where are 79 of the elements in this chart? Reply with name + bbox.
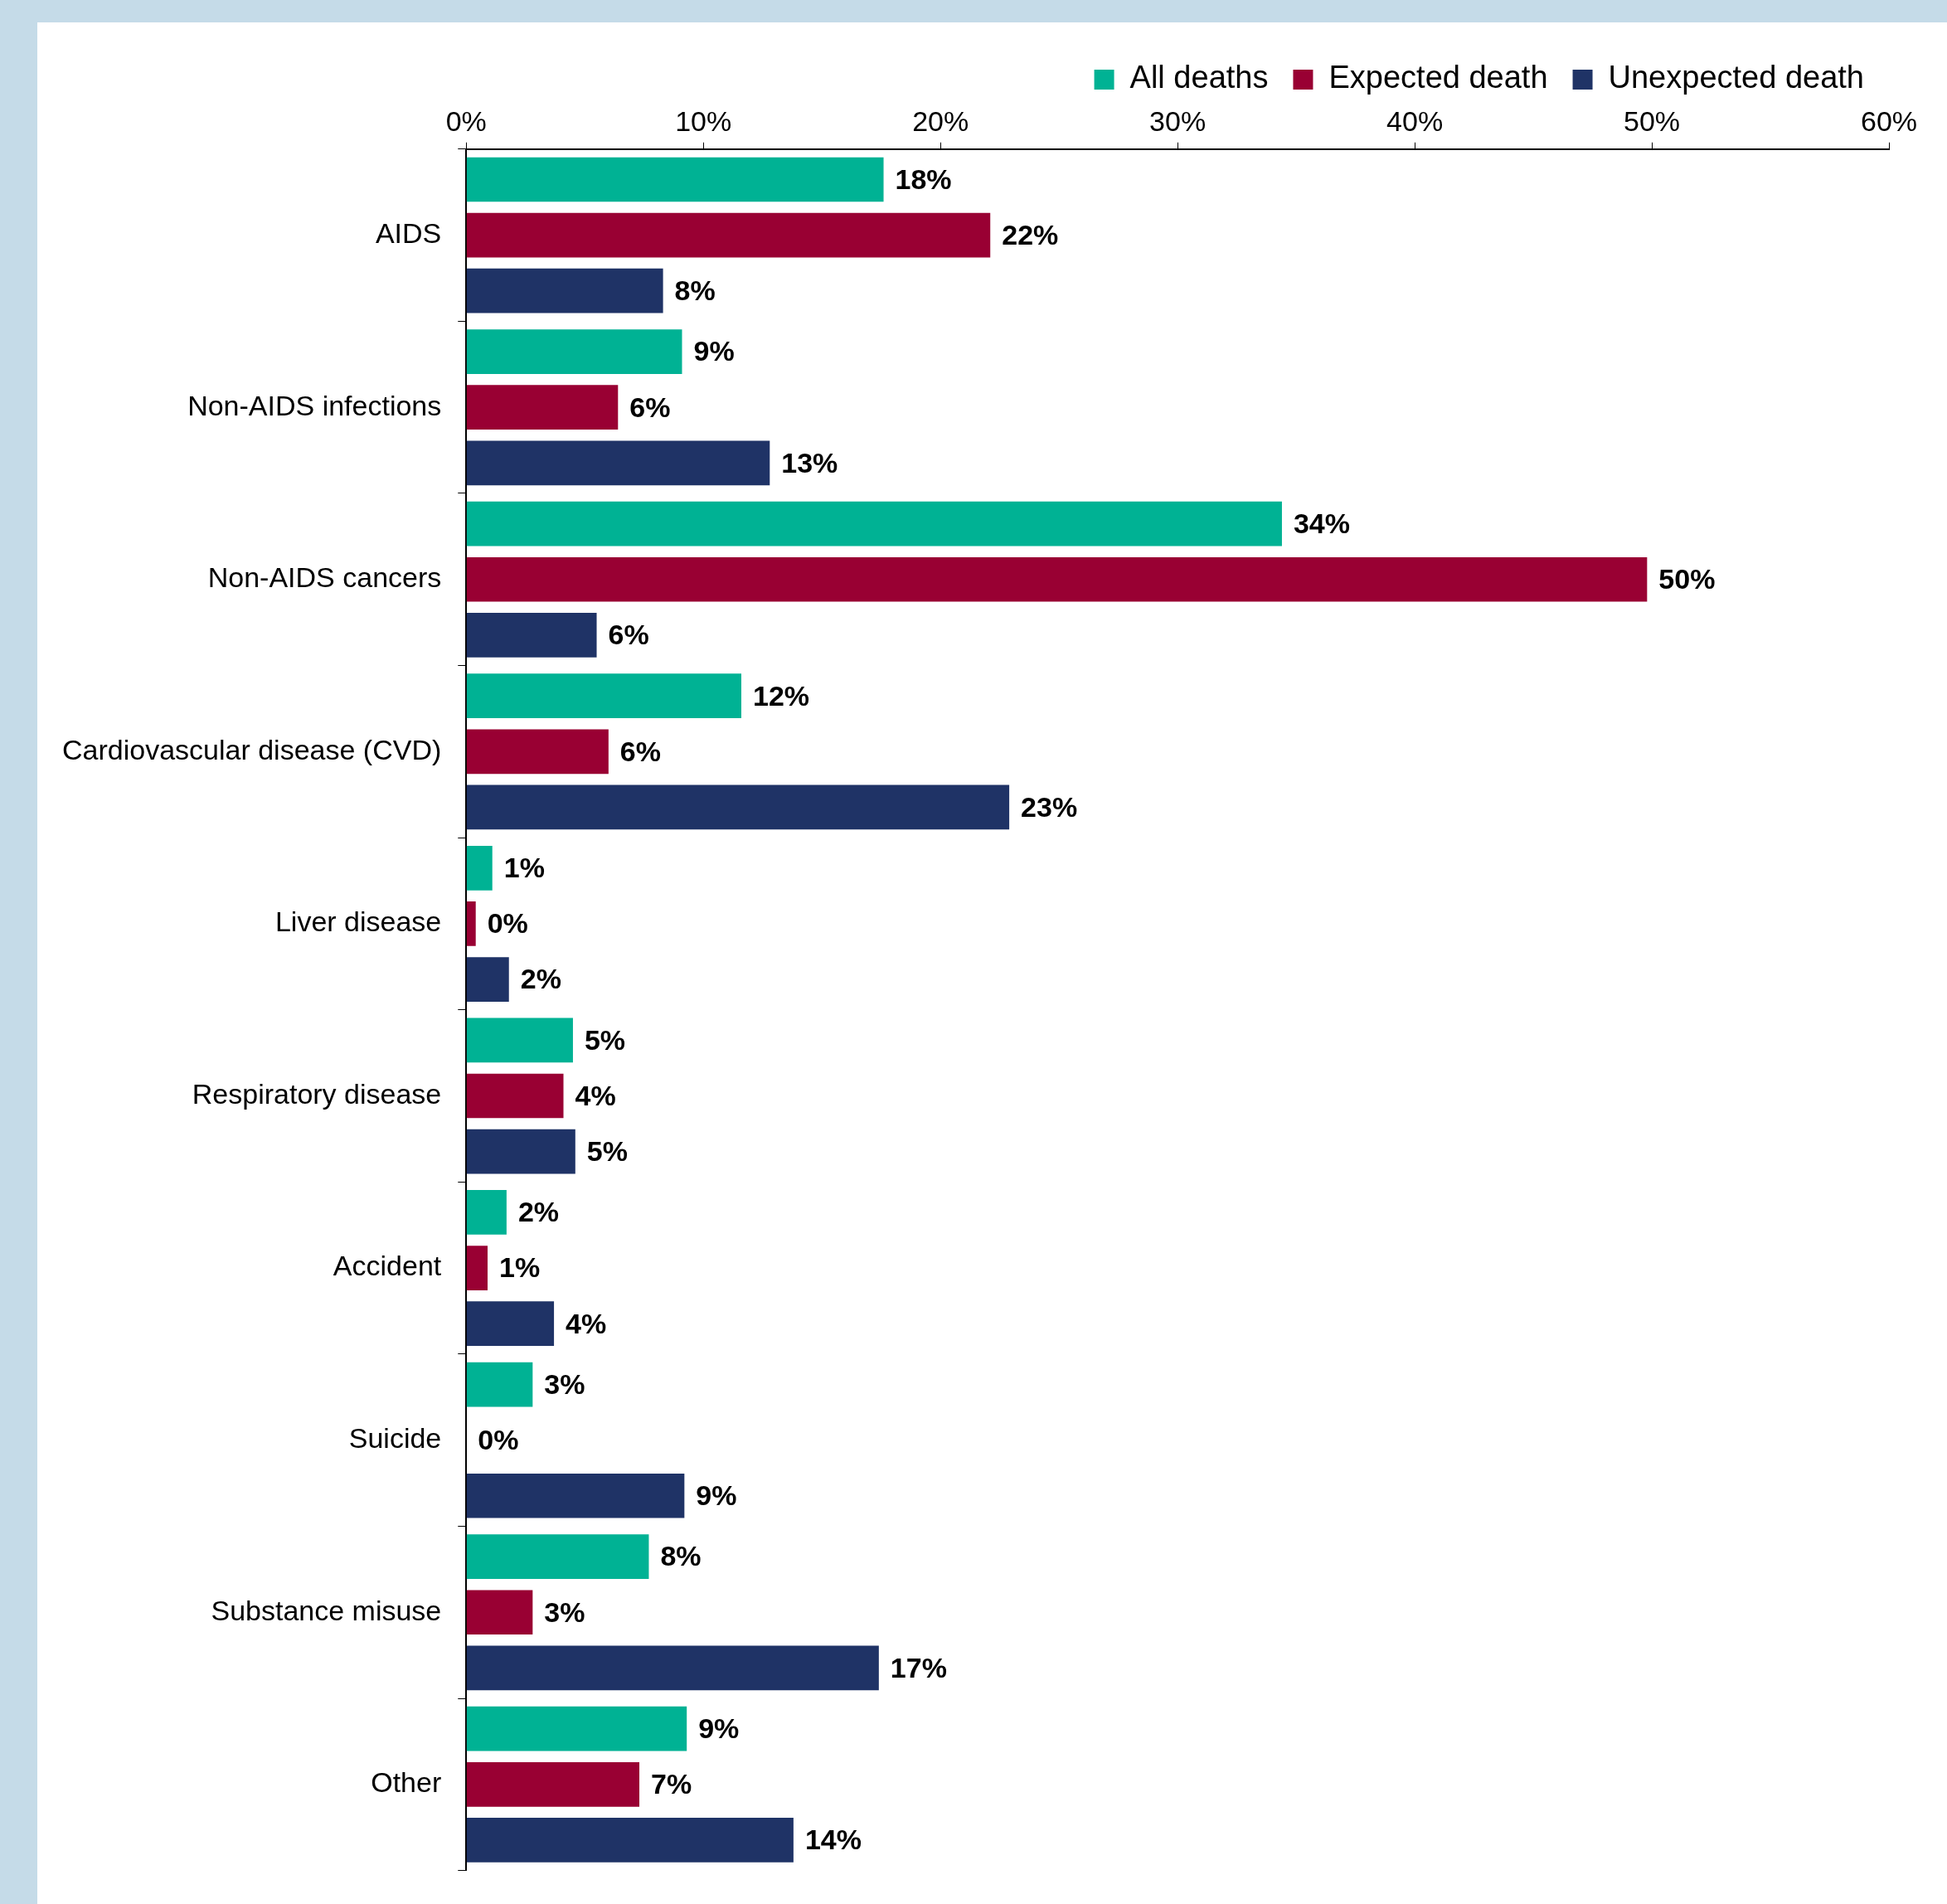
- bar: [466, 1761, 640, 1807]
- bar: [466, 1018, 573, 1063]
- bar: [466, 501, 1282, 546]
- bar: [466, 1073, 564, 1119]
- data-label: 3%: [544, 1596, 585, 1628]
- data-label: 1%: [503, 852, 545, 884]
- bar: [466, 845, 493, 891]
- x-tick-label: 10%: [675, 104, 732, 137]
- data-label: 18%: [895, 163, 952, 195]
- y-tick-label: Other: [371, 1766, 442, 1799]
- bar: [466, 1362, 533, 1407]
- data-label: 17%: [890, 1651, 947, 1683]
- bar: [466, 1129, 575, 1174]
- legend-label: All deaths: [1129, 60, 1269, 95]
- data-label: 6%: [608, 619, 649, 651]
- bar: [466, 385, 619, 430]
- data-label: 8%: [660, 1540, 702, 1572]
- legend-label: Expected death: [1328, 60, 1548, 95]
- bar: [466, 901, 476, 946]
- data-label: 14%: [804, 1824, 862, 1856]
- bar: [466, 268, 663, 313]
- x-tick-label: 50%: [1624, 104, 1681, 137]
- bar: [466, 784, 1010, 830]
- x-tick-label: 60%: [1860, 104, 1918, 137]
- legend-label: Unexpected death: [1608, 60, 1864, 95]
- y-tick-label: Accident: [333, 1250, 442, 1282]
- data-label: 6%: [619, 735, 661, 767]
- y-tick-label: Cardiovascular disease (CVD): [61, 733, 442, 765]
- bar: [466, 1818, 794, 1863]
- bar: [466, 556, 1648, 602]
- data-label: 9%: [693, 335, 735, 367]
- bar: [466, 1534, 649, 1579]
- bar: [466, 1590, 533, 1635]
- data-label: 9%: [696, 1479, 737, 1512]
- data-label: 2%: [520, 963, 561, 995]
- y-tick-label: Liver disease: [274, 906, 442, 938]
- bar: [466, 1473, 685, 1518]
- data-label: 3%: [544, 1367, 585, 1400]
- bar: [466, 212, 991, 258]
- data-label: 7%: [651, 1768, 692, 1800]
- bar: [466, 329, 682, 374]
- y-tick-label: Suicide: [348, 1422, 442, 1455]
- y-tick-label: Respiratory disease: [192, 1077, 442, 1110]
- bar: [466, 957, 509, 1002]
- x-tick-label: 40%: [1386, 104, 1444, 137]
- data-label: 5%: [584, 1023, 626, 1056]
- bar: [466, 440, 770, 486]
- x-tick-label: 30%: [1149, 104, 1207, 137]
- x-tick-label: 0%: [445, 104, 487, 137]
- data-label: 9%: [698, 1712, 740, 1745]
- data-label: 13%: [781, 446, 838, 478]
- data-label: 6%: [629, 391, 671, 423]
- data-label: 4%: [566, 1307, 607, 1339]
- data-label: 0%: [478, 1424, 519, 1456]
- bar: [466, 729, 609, 775]
- bar: [466, 1301, 555, 1347]
- bar: [466, 1246, 488, 1290]
- data-label: 50%: [1658, 563, 1716, 595]
- data-label: 8%: [674, 274, 716, 307]
- y-tick-label: Substance misuse: [211, 1594, 442, 1626]
- x-tick-label: 20%: [912, 104, 969, 137]
- y-tick-label: AIDS: [375, 216, 442, 249]
- y-tick-label: Non-AIDS cancers: [207, 561, 442, 594]
- bar: [466, 673, 741, 719]
- bar: [466, 157, 884, 202]
- data-label: 5%: [586, 1134, 628, 1167]
- data-label: 22%: [1002, 218, 1059, 250]
- bar: [466, 1190, 507, 1235]
- y-tick-label: Non-AIDS infections: [187, 389, 442, 421]
- data-label: 23%: [1021, 790, 1078, 823]
- bar: [466, 1645, 879, 1691]
- bar: [466, 613, 597, 658]
- data-label: 0%: [487, 907, 528, 940]
- data-label: 2%: [517, 1196, 560, 1228]
- bar: [466, 1706, 687, 1751]
- data-label: 1%: [499, 1251, 541, 1284]
- data-label: 34%: [1293, 508, 1351, 540]
- data-label: 4%: [575, 1079, 616, 1111]
- data-label: 12%: [752, 679, 810, 712]
